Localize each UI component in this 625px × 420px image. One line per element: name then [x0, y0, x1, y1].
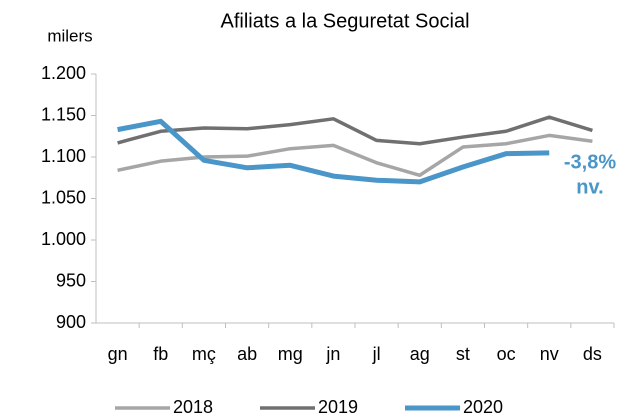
x-tick-label: st	[456, 344, 470, 364]
x-tick-label: fb	[153, 344, 168, 364]
y-tick-label: 1.100	[41, 146, 86, 166]
y-tick-label: 1.150	[41, 104, 86, 124]
series-line	[117, 115, 593, 146]
series-line	[117, 118, 550, 185]
y-tick-label: 900	[56, 312, 86, 332]
x-tick-label: mg	[278, 344, 303, 364]
y-tick-label: 1.000	[41, 229, 86, 249]
y-tick-label: 950	[56, 270, 86, 290]
x-tick-label: nv	[540, 344, 559, 364]
x-tick-label: mç	[192, 344, 216, 364]
x-tick-label: ag	[410, 344, 430, 364]
x-tick-label: ab	[237, 344, 257, 364]
legend-label: 2018	[173, 397, 213, 417]
legend-label: 2019	[318, 397, 358, 417]
x-tick-label: jn	[325, 344, 340, 364]
annotation: -3,8%	[564, 151, 616, 173]
annotation: nv.	[576, 176, 603, 198]
x-tick-label: jl	[372, 344, 381, 364]
x-tick-label: gn	[108, 344, 128, 364]
series-line	[117, 133, 593, 178]
x-tick-label: ds	[583, 344, 602, 364]
chart-title: Afiliats a la Seguretat Social	[220, 10, 469, 32]
y-tick-label: 1.050	[41, 187, 86, 207]
legend-label: 2020	[463, 397, 503, 417]
y-axis-label: milers	[47, 26, 92, 45]
y-tick-label: 1.200	[41, 63, 86, 83]
x-tick-label: oc	[497, 344, 516, 364]
